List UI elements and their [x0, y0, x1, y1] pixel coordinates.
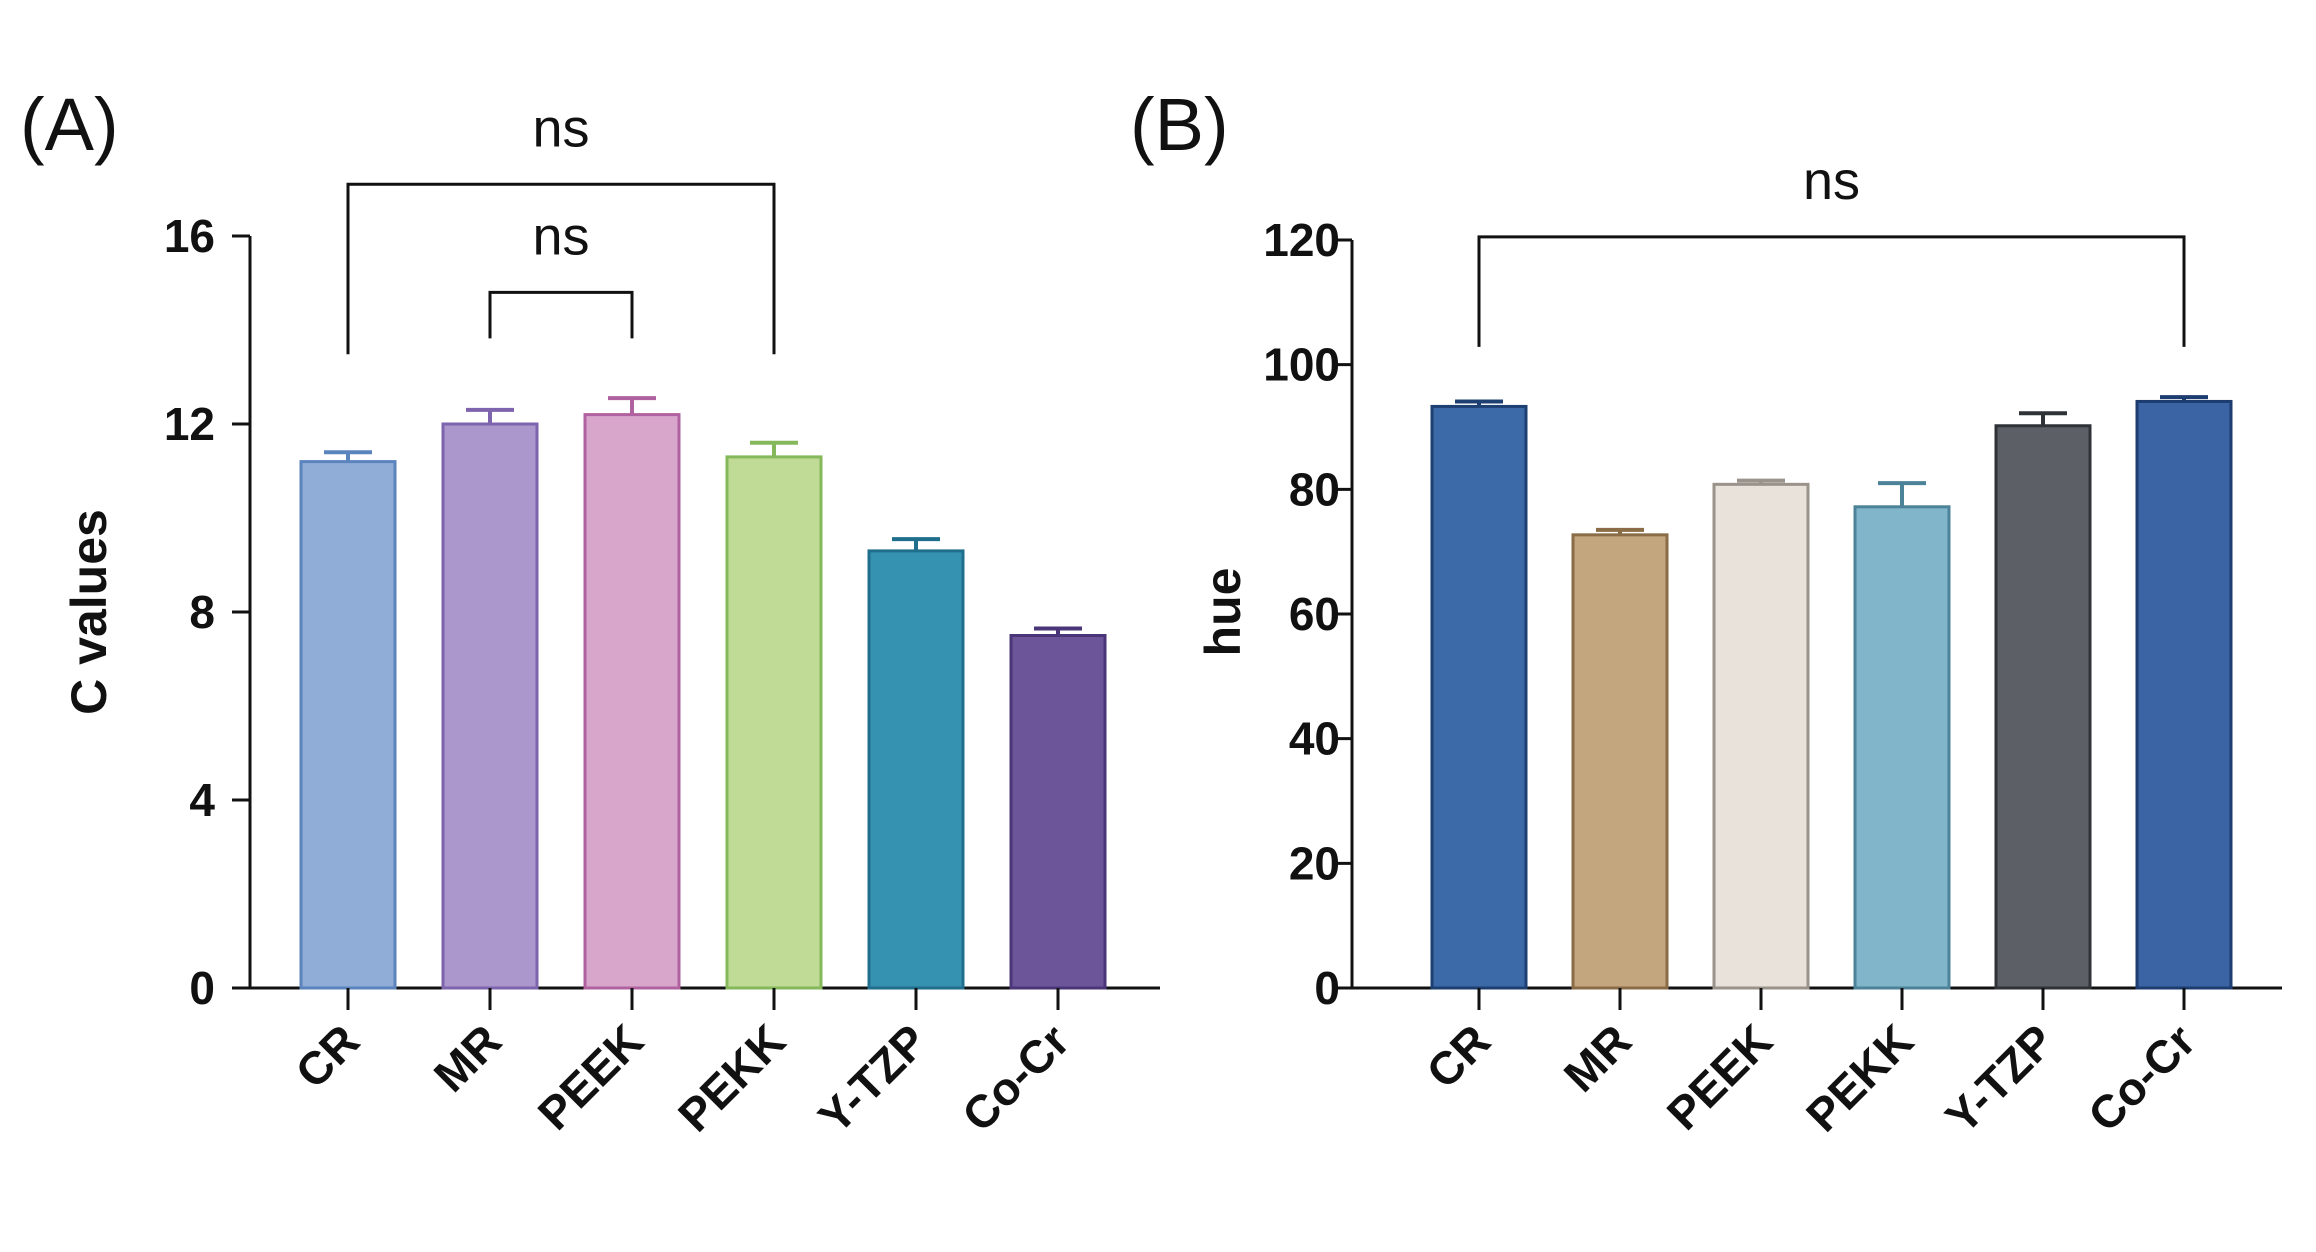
panel-a-significance-label: ns: [532, 206, 589, 266]
panel-b-y-tick-label: 40: [1289, 713, 1340, 765]
panel-a-x-tick-label-peek: PEEK: [528, 1014, 653, 1139]
panel-b-y-tick-label: 20: [1289, 837, 1340, 889]
panel-b-significance-bracket: [1477, 235, 2186, 347]
panel-b-y-axis-title: hue: [1195, 568, 1251, 657]
panel-a-y-axis-title: C values: [61, 509, 117, 715]
panel-a-significance-bracket: [346, 182, 776, 355]
panel-b-bar-pekk: [1853, 505, 1951, 990]
panel-a-significance-label: ns: [532, 98, 589, 158]
panel-a-significance-bracket: [488, 290, 634, 339]
panel-b-x-tick-label-y-tzp: Y-TZP: [1935, 1014, 2064, 1143]
panel-b-y-tick-label: 120: [1263, 214, 1340, 266]
panel-b-bar-co-cr: [2135, 399, 2233, 990]
panel-a-bar-cr: [299, 460, 397, 990]
panel-b-chart: (B) hue 0 20 40 60 80 100 120 CR MR PEEK PEKK Y-TZP…: [1130, 83, 2282, 1143]
panel-b-x-tick-label-mr: MR: [1554, 1014, 1641, 1101]
panel-a-chart: (A) C values 0 4 8 12 16 CR MR PEEK PEKK Y-TZP Co-…: [20, 83, 1160, 1143]
panel-b-label: (B): [1130, 83, 1229, 166]
panel-b-x-tick-label-co-cr: Co-Cr: [2078, 1014, 2205, 1141]
panel-a-y-tick-label: 16: [164, 210, 215, 262]
panel-a-y-tick-label: 8: [189, 586, 215, 638]
panel-b-y-tick-label: 80: [1289, 463, 1340, 515]
panel-b-x-tick-label-peek: PEEK: [1657, 1014, 1782, 1139]
panel-b-y-tick-label: 0: [1314, 962, 1340, 1014]
panel-a-y-tick-label: 12: [164, 398, 215, 450]
panel-b-x-tick-label-pekk: PEKK: [1796, 1014, 1923, 1141]
panel-a-label: (A): [20, 83, 119, 166]
panel-a-bar-co-cr: [1009, 634, 1107, 990]
panel-b-y-tick-label: 60: [1289, 588, 1340, 640]
panel-b-bar-mr: [1571, 533, 1669, 990]
panel-a-x-tick-label-pekk: PEKK: [668, 1014, 795, 1141]
panel-b-bar-y-tzp: [1994, 424, 2092, 990]
panel-a-y-tick-label: 0: [189, 962, 215, 1014]
panel-b-y-tick-label: 100: [1263, 339, 1340, 391]
panel-b-significance-label: ns: [1803, 151, 1860, 211]
panel-a-bar-peek: [583, 413, 681, 990]
panel-a-x-tick-label-y-tzp: Y-TZP: [808, 1014, 937, 1143]
panel-a-bar-y-tzp: [867, 549, 965, 990]
panel-b-bar-peek: [1712, 482, 1810, 990]
panel-a-x-tick-label-co-cr: Co-Cr: [952, 1014, 1079, 1141]
panel-b-bar-cr: [1430, 404, 1528, 990]
panel-b-x-tick-label-cr: CR: [1416, 1014, 1500, 1098]
panel-a-bar-mr: [441, 422, 539, 990]
panel-a-x-tick-label-mr: MR: [424, 1014, 511, 1101]
panel-a-bar-pekk: [725, 455, 823, 990]
panel-a-x-tick-label-cr: CR: [285, 1014, 369, 1098]
panel-a-y-tick-label: 4: [189, 774, 215, 826]
